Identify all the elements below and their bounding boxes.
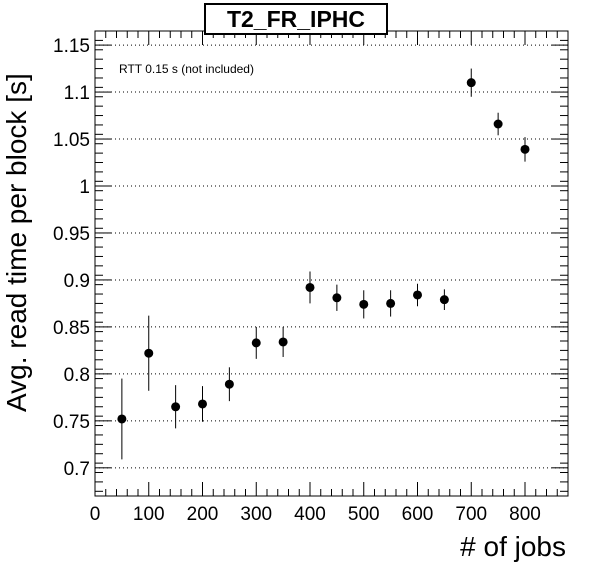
data-point: [144, 348, 154, 358]
y-tick-label: 1.05: [53, 130, 90, 151]
x-tick-label: 600: [402, 504, 434, 525]
x-tick-label: 500: [348, 504, 380, 525]
x-tick-label: 300: [240, 504, 272, 525]
data-point: [359, 299, 369, 309]
y-tick-label: 0.8: [64, 365, 90, 386]
y-tick-label: 0.95: [53, 224, 90, 245]
data-point: [466, 78, 476, 88]
data-point: [520, 144, 530, 154]
x-tick-label: 800: [509, 504, 541, 525]
y-tick-label: 1.1: [64, 83, 90, 104]
y-tick-label: 1.15: [53, 36, 90, 57]
data-points: [117, 68, 530, 460]
y-tick-label: 0.9: [64, 271, 90, 292]
data-point: [305, 282, 315, 292]
x-tick-label: 700: [455, 504, 487, 525]
x-tick-label: 200: [187, 504, 219, 525]
data-point: [278, 337, 288, 347]
data-point: [332, 293, 342, 303]
chart-title: T2_FR_IPHC: [204, 3, 388, 35]
data-point: [198, 399, 207, 409]
data-point: [117, 414, 127, 424]
y-tick-label: 0.85: [53, 318, 90, 339]
y-axis-label: Avg. read time per block [s]: [1, 73, 32, 412]
y-tick-label: 0.7: [64, 459, 90, 480]
plot-frame: [94, 30, 569, 497]
axis-ticks: [94, 31, 568, 496]
x-axis-label: # of jobs: [460, 531, 566, 562]
data-point: [251, 338, 261, 348]
x-tick-label: 400: [294, 504, 326, 525]
data-point: [171, 402, 181, 412]
data-point: [413, 290, 422, 300]
data-point: [493, 119, 503, 129]
tick-labels: 0.7 0.75 0.8 0.85 0.9 0.95 1 1.05 1.1 1.15 0 100 200…: [53, 36, 541, 525]
data-point: [224, 379, 234, 389]
x-tick-label: 0: [90, 504, 101, 525]
data-point: [386, 298, 396, 308]
grid-lines: [95, 44, 568, 469]
y-tick-label: 0.75: [53, 412, 90, 433]
chart-annotation: RTT 0.15 s (not included): [119, 62, 254, 76]
x-tick-label: 100: [133, 504, 165, 525]
data-point: [439, 295, 449, 305]
y-tick-label: 1: [79, 177, 90, 198]
